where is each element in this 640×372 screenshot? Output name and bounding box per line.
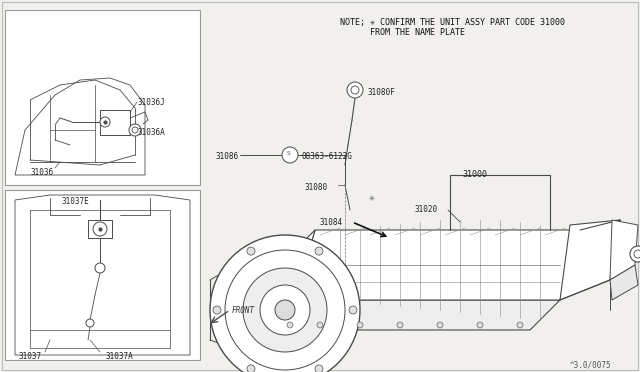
Circle shape	[132, 127, 138, 133]
Polygon shape	[15, 195, 190, 355]
Text: ✳: ✳	[369, 193, 375, 203]
Circle shape	[260, 285, 310, 335]
Circle shape	[477, 322, 483, 328]
Circle shape	[634, 250, 640, 258]
Polygon shape	[610, 265, 638, 300]
Circle shape	[243, 268, 327, 352]
Text: 31037A: 31037A	[105, 352, 132, 361]
Text: 08363-6122G: 08363-6122G	[302, 152, 353, 161]
Circle shape	[247, 247, 255, 255]
Polygon shape	[610, 220, 638, 280]
Text: NOTE; ✳ CONFIRM THE UNIT ASSY PART CODE 31000: NOTE; ✳ CONFIRM THE UNIT ASSY PART CODE …	[340, 18, 565, 27]
Text: FRONT: FRONT	[232, 306, 255, 315]
FancyBboxPatch shape	[5, 190, 200, 360]
Circle shape	[93, 222, 107, 236]
Text: ^3.0/0075: ^3.0/0075	[570, 360, 612, 369]
Circle shape	[287, 322, 293, 328]
Circle shape	[100, 117, 110, 127]
Text: 31037E: 31037E	[61, 197, 89, 206]
Circle shape	[210, 235, 360, 372]
Circle shape	[275, 300, 295, 320]
Text: 31020: 31020	[415, 205, 438, 214]
Circle shape	[315, 247, 323, 255]
Polygon shape	[88, 220, 112, 238]
Circle shape	[95, 263, 105, 273]
Text: 31080: 31080	[305, 183, 328, 192]
Circle shape	[437, 322, 443, 328]
Polygon shape	[100, 110, 130, 135]
Circle shape	[397, 322, 403, 328]
Text: 31036J: 31036J	[138, 98, 166, 107]
Polygon shape	[295, 230, 580, 300]
Circle shape	[357, 322, 363, 328]
FancyBboxPatch shape	[5, 10, 200, 185]
Text: 31086: 31086	[215, 152, 238, 161]
Circle shape	[630, 246, 640, 262]
Circle shape	[315, 365, 323, 372]
Polygon shape	[560, 220, 620, 300]
Circle shape	[282, 147, 298, 163]
Polygon shape	[15, 78, 145, 175]
Text: S: S	[287, 151, 291, 155]
Circle shape	[225, 250, 345, 370]
Circle shape	[349, 306, 357, 314]
Text: FROM THE NAME PLATE: FROM THE NAME PLATE	[370, 28, 465, 37]
Circle shape	[129, 124, 141, 136]
Circle shape	[213, 306, 221, 314]
Circle shape	[351, 86, 359, 94]
Text: 31036: 31036	[30, 168, 53, 177]
Text: 31036A: 31036A	[138, 128, 166, 137]
Polygon shape	[265, 300, 560, 330]
Circle shape	[317, 322, 323, 328]
Circle shape	[247, 365, 255, 372]
Polygon shape	[265, 230, 315, 330]
Circle shape	[86, 319, 94, 327]
Circle shape	[347, 82, 363, 98]
Text: 31000: 31000	[462, 170, 487, 179]
Text: 31037: 31037	[18, 352, 41, 361]
Text: 31080F: 31080F	[368, 88, 396, 97]
Circle shape	[517, 322, 523, 328]
Text: 31084: 31084	[320, 218, 343, 227]
